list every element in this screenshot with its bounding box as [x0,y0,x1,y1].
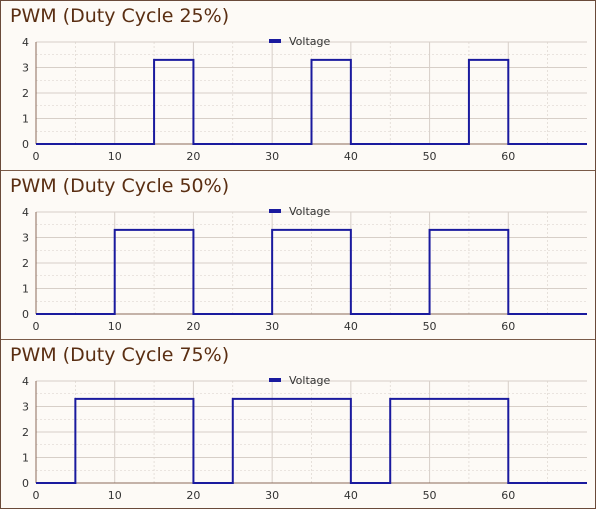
x-tick-label: 10 [108,489,122,502]
x-tick-label: 60 [501,489,515,502]
x-tick-label: 10 [108,320,122,333]
legend-label-voltage: Voltage [289,205,330,218]
y-tick-label: 3 [22,232,29,245]
chart-plot-duty-50: 0 10 20 30 40 50 60 0 1 2 3 4 Voltage [22,205,587,333]
y-tick-label: 1 [22,113,29,126]
legend-swatch-voltage [269,209,281,213]
x-tick-label: 0 [33,489,40,502]
x-tick-label: 20 [186,489,200,502]
x-tick-label: 0 [33,150,40,163]
y-tick-label: 3 [22,62,29,75]
series-line-voltage [36,228,587,315]
chart-panel-duty-75: PWM (Duty Cycle 75%) 0 10 20 30 40 50 60 0 1 2 3 4 V… [1,339,595,508]
x-tick-label: 60 [501,320,515,333]
y-tick-label: 0 [22,477,29,490]
x-tick-label: 50 [423,489,437,502]
x-tick-label: 40 [344,489,358,502]
y-tick-label: 4 [22,206,29,219]
x-tick-label: 10 [108,150,122,163]
x-tick-label: 0 [33,320,40,333]
chart-panel-duty-25: PWM (Duty Cycle 25%) 0 10 20 30 40 50 60 0 1 2 3 4 V… [1,1,595,169]
chart-title: PWM (Duty Cycle 75%) [10,344,230,366]
x-tick-label: 50 [423,320,437,333]
x-tick-label: 30 [265,320,279,333]
x-tick-label: 20 [186,320,200,333]
x-tick-label: 60 [501,150,515,163]
y-tick-label: 4 [22,36,29,49]
y-tick-label: 3 [22,401,29,414]
chart-title: PWM (Duty Cycle 25%) [10,5,230,27]
legend-label-voltage: Voltage [289,35,330,48]
legend-label-voltage: Voltage [289,374,330,387]
y-tick-label: 2 [22,257,29,270]
y-tick-label: 0 [22,138,29,151]
x-tick-label: 30 [265,489,279,502]
x-tick-label: 20 [186,150,200,163]
x-tick-label: 50 [423,150,437,163]
y-tick-label: 1 [22,452,29,465]
chart-title: PWM (Duty Cycle 50%) [10,175,230,197]
y-tick-label: 2 [22,87,29,100]
chart-panel-duty-50: PWM (Duty Cycle 50%) 0 10 20 30 40 50 60 0 1 2 3 4 V… [1,170,595,339]
chart-plot-duty-25: 0 10 20 30 40 50 60 0 1 2 3 4 Voltage [22,35,587,163]
x-tick-label: 40 [344,150,358,163]
chart-plot-duty-75: 0 10 20 30 40 50 60 0 1 2 3 4 Voltage [22,374,587,502]
x-tick-label: 30 [265,150,279,163]
y-tick-label: 1 [22,283,29,296]
y-tick-label: 2 [22,426,29,439]
y-tick-label: 0 [22,308,29,321]
series-line-voltage [36,397,587,484]
y-tick-label: 4 [22,375,29,388]
series-line-voltage [36,58,587,145]
legend-swatch-voltage [269,378,281,382]
x-tick-label: 40 [344,320,358,333]
legend-swatch-voltage [269,39,281,43]
